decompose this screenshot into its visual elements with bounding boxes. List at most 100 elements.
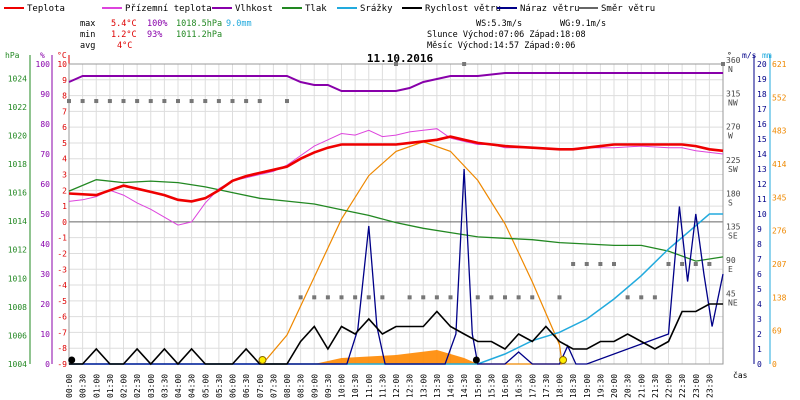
unit-mm: mm — [762, 51, 772, 60]
tick-label-temp: -1 — [57, 234, 67, 243]
point-wind-direction — [148, 99, 153, 104]
point-wind-direction — [203, 99, 208, 104]
series-temperature-line — [68, 135, 724, 203]
tick-label-time: 06:30 — [242, 374, 251, 398]
point-wind-direction — [407, 295, 412, 300]
series-wind-gust-line — [69, 168, 724, 365]
grid — [68, 63, 724, 365]
point-wind-direction — [462, 62, 467, 66]
tick-label-temp: -2 — [57, 249, 67, 258]
tick-label-hpa: 1018 — [8, 160, 27, 169]
tick-label-hpa: 1020 — [8, 131, 27, 140]
tick-label-mm: 69 — [772, 327, 782, 336]
tick-label-temp: -3 — [57, 265, 67, 274]
point-wind-direction — [257, 99, 262, 104]
tick-label-ms: 19 — [757, 75, 767, 84]
stat-min-label: min — [80, 30, 95, 40]
ticks-left: 1024102210201018101610141012101010081006… — [8, 60, 67, 369]
tick-label-temp: 10 — [57, 60, 67, 69]
tick-label-ms: 17 — [757, 105, 767, 114]
tick-label-pct: 40 — [40, 240, 50, 249]
x-axis-label: čas — [733, 370, 748, 380]
tick-label-time: 22:30 — [678, 374, 687, 398]
stat-max-press: 1018.5hPa — [176, 19, 222, 29]
legend-item-pressure: Tlak — [282, 4, 327, 14]
svg-text:Teplota: Teplota — [27, 4, 65, 14]
tick-label-time: 04:00 — [174, 374, 183, 398]
tick-label-time: 10:00 — [338, 374, 347, 398]
point-wind-direction — [135, 99, 140, 104]
tick-label-time: 19:00 — [583, 374, 592, 398]
tick-label-temp: -4 — [57, 281, 67, 290]
tick-label-dir-name: N — [728, 65, 733, 74]
tick-label-mm: 345 — [772, 193, 787, 202]
stats-block: max 5.4°C 100% 1018.5hPa 9.0mm min 1.2°C… — [80, 19, 252, 51]
series-humidity-line — [68, 72, 723, 92]
tick-label-ms: 4 — [757, 300, 762, 309]
tick-label-time: 05:00 — [201, 374, 210, 398]
tick-label-pct: 60 — [40, 180, 50, 189]
point-wind-direction — [721, 62, 725, 66]
series-solar-fill — [314, 350, 478, 364]
tick-label-pct: 70 — [40, 150, 50, 159]
tick-label-time: 17:00 — [528, 374, 537, 398]
tick-label-time: 04:30 — [188, 374, 197, 398]
tick-label-time: 01:00 — [92, 374, 101, 398]
tick-label-time: 13:30 — [433, 374, 442, 398]
tick-label-time: 03:30 — [160, 374, 169, 398]
tick-label-hpa: 1022 — [8, 103, 27, 112]
point-wind-direction — [598, 262, 603, 266]
tick-label-time: 14:00 — [447, 374, 456, 398]
unit-deg: ° — [727, 51, 732, 60]
tick-label-hpa: 1004 — [8, 360, 27, 369]
tick-label-time: 23:00 — [692, 374, 701, 398]
tick-label-temp: -9 — [57, 360, 67, 369]
svg-text:Přízemní teplota: Přízemní teplota — [125, 4, 212, 14]
point-wind-direction — [312, 295, 317, 300]
point-wind-direction — [285, 99, 289, 104]
point-wind-direction — [230, 99, 235, 104]
chart-marks — [67, 62, 725, 366]
tick-label-time: 05:30 — [215, 374, 224, 398]
tick-label-time: 18:00 — [556, 374, 565, 398]
tick-label-mm: 207 — [772, 260, 787, 269]
unit-hpa: hPa — [5, 51, 20, 60]
tick-label-temp: 1 — [62, 202, 67, 211]
tick-label-mm: 138 — [772, 293, 787, 302]
point-wind-direction — [421, 295, 426, 300]
tick-label-ms: 6 — [757, 270, 762, 279]
point-wind-direction — [325, 295, 330, 300]
tick-label-ms: 11 — [757, 195, 767, 204]
tick-label-time: 02:30 — [133, 374, 142, 398]
tick-label-dir-deg: 180 — [726, 189, 741, 198]
tick-label-time: 14:30 — [460, 374, 469, 398]
point-wind-direction — [475, 295, 480, 300]
legend-item-wind-direction: Směr větru — [578, 4, 655, 14]
tick-label-temp: 9 — [62, 76, 67, 85]
point-wind-direction — [503, 295, 507, 300]
tick-label-ms: 0 — [757, 360, 762, 369]
series-pressure-line — [68, 179, 724, 262]
tick-label-time: 08:30 — [297, 374, 306, 398]
stat-max-temp: 5.4°C — [111, 19, 137, 29]
point-wind-direction — [298, 295, 303, 300]
tick-label-pct: 100 — [36, 60, 51, 69]
unit-pct: % — [40, 51, 45, 60]
tick-label-time: 06:00 — [229, 374, 238, 398]
tick-label-time: 20:30 — [624, 374, 633, 398]
stat-min-press: 1011.2hPa — [176, 30, 222, 40]
tick-label-mm: 552 — [772, 93, 787, 102]
tick-label-temp: -6 — [57, 313, 67, 322]
ticks-right: 360N315NW270W225SW180S135SE90E45NE201918… — [726, 56, 787, 369]
sunset-marker — [559, 356, 568, 364]
series-solar-curve — [262, 141, 563, 365]
tick-label-time: 12:00 — [392, 374, 401, 398]
tick-label-hpa: 1006 — [8, 331, 27, 340]
tick-label-ms: 2 — [757, 330, 762, 339]
tick-label-time: 11:00 — [365, 374, 374, 398]
point-wind-direction — [80, 99, 85, 104]
point-wind-direction — [707, 262, 712, 266]
tick-label-ms: 16 — [757, 120, 767, 129]
tick-label-temp: 2 — [62, 186, 67, 195]
stat-avg-label: avg — [80, 41, 95, 51]
